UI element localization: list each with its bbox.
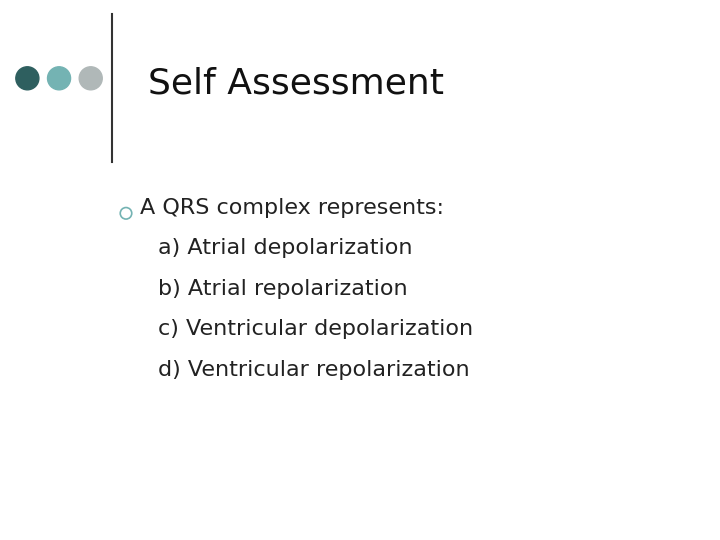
Text: a) Atrial depolarization: a) Atrial depolarization — [158, 238, 413, 259]
Ellipse shape — [16, 67, 39, 90]
Ellipse shape — [79, 67, 102, 90]
Text: A QRS complex represents:: A QRS complex represents: — [140, 198, 444, 218]
Text: c) Ventricular depolarization: c) Ventricular depolarization — [158, 319, 474, 340]
Text: Self Assessment: Self Assessment — [148, 67, 444, 100]
Text: d) Ventricular repolarization: d) Ventricular repolarization — [158, 360, 470, 380]
Ellipse shape — [48, 67, 71, 90]
Text: b) Atrial repolarization: b) Atrial repolarization — [158, 279, 408, 299]
